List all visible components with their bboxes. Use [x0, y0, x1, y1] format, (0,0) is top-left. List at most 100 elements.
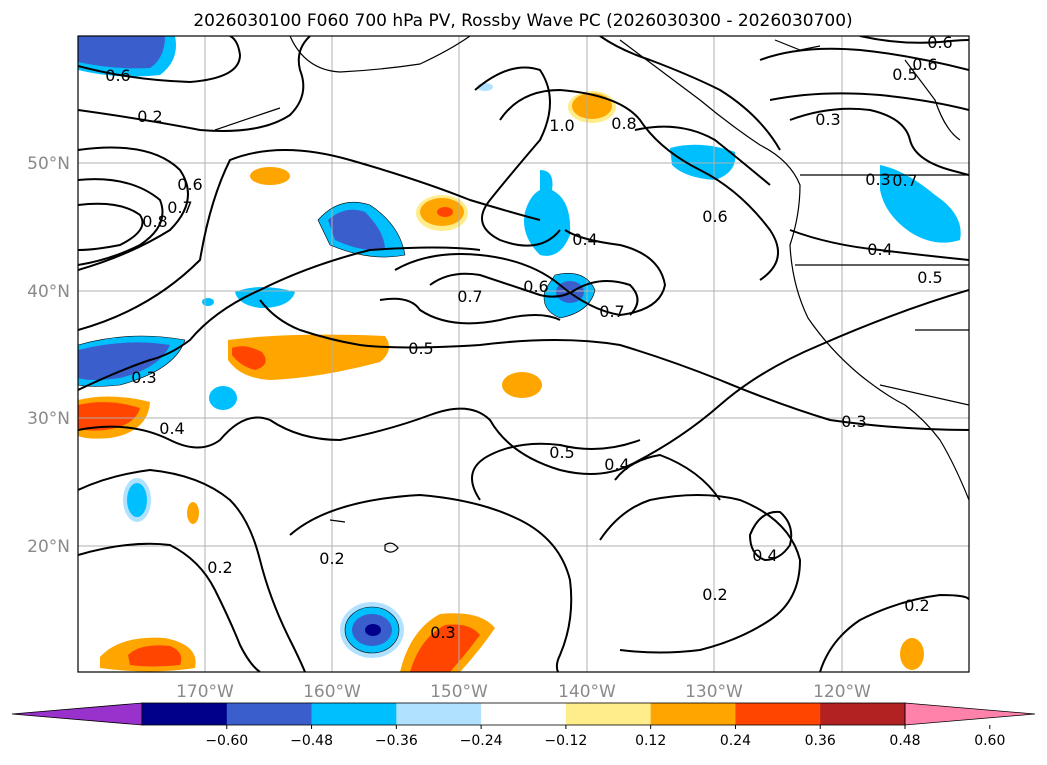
pv-contours — [78, 36, 969, 672]
neg-anomaly — [209, 386, 237, 410]
contour-label: 0.4 — [867, 240, 892, 259]
contour-label: 0.5 — [549, 443, 574, 462]
colorbar: −0.60 −0.48 −0.36 −0.24 −0.12 0.12 0.24 … — [11, 702, 1036, 749]
lat-label: 30°N — [27, 409, 70, 429]
contour-label: 0.3 — [815, 110, 840, 129]
colorbar-tick-label: −0.24 — [460, 733, 503, 749]
contour-label: 0.3 — [131, 368, 156, 387]
neg-anomaly — [235, 287, 295, 308]
map-border — [77, 35, 970, 673]
pos-anomaly — [232, 346, 266, 370]
contour-label: 0.6 — [523, 277, 548, 296]
colorbar-segments — [11, 702, 1036, 729]
longitude-labels: 170°W 160°W 150°W 140°W 130°W 120°W — [176, 682, 871, 702]
colorbar-tick-label: −0.36 — [375, 733, 418, 749]
contour-label: 0.7 — [167, 198, 192, 217]
lon-label: 130°W — [685, 682, 743, 702]
contour-label: 0.8 — [611, 114, 636, 133]
contour-label: 0.6 — [927, 33, 952, 52]
colorbar-segment — [396, 703, 482, 725]
pos-anomaly — [228, 334, 389, 380]
neg-anomaly — [365, 624, 381, 636]
colorbar-extend-max — [904, 702, 1036, 726]
pos-anomaly — [128, 645, 182, 667]
pos-anomaly — [250, 167, 290, 185]
colorbar-segment — [650, 703, 736, 725]
colorbar-segment — [142, 703, 228, 725]
contour-label: 0.4 — [604, 455, 629, 474]
contour-label: 0.2 — [207, 558, 232, 577]
colorbar-tick-label: 0.24 — [720, 733, 751, 749]
colorbar-extend-min — [11, 702, 143, 726]
contour-label: 0.5 — [408, 339, 433, 358]
colorbar-segment — [311, 703, 397, 725]
pos-anomaly — [410, 624, 480, 672]
lon-label: 150°W — [430, 682, 488, 702]
colorbar-ticks: −0.60 −0.48 −0.36 −0.24 −0.12 0.12 0.24 … — [205, 733, 1005, 749]
pos-anomaly — [187, 502, 199, 524]
neg-anomaly — [328, 209, 385, 251]
pos-anomaly — [437, 207, 453, 217]
neg-anomaly — [670, 144, 736, 180]
lon-label: 170°W — [176, 682, 234, 702]
contour-labels: 0.6 0.6 0.8 0.7 1.0 0.8 0.3 0.5 0.6 0.2 … — [105, 33, 952, 642]
contour-label: 0.6 — [702, 207, 727, 226]
neg-anomaly — [880, 165, 961, 243]
lon-label: 160°W — [303, 682, 361, 702]
contour-label: 0.5 — [892, 65, 917, 84]
neg-anomaly — [524, 170, 571, 256]
colorbar-tick-label: 0.48 — [889, 733, 920, 749]
colorbar-tick-label: 0.60 — [974, 733, 1005, 749]
contour-label: 0.3 — [430, 623, 455, 642]
contour-label: 0.8 — [142, 212, 167, 231]
neg-anomaly — [202, 298, 214, 306]
contour-label: 0.4 — [572, 230, 597, 249]
colorbar-segment — [565, 703, 652, 725]
neg-anomaly — [127, 483, 147, 517]
colorbar-tick-label: −0.60 — [205, 733, 248, 749]
colorbar-tick-label: 0.12 — [635, 733, 666, 749]
contour-label: 0.4 — [159, 419, 184, 438]
pos-anomaly — [900, 638, 924, 670]
contour-label: 0.2 — [319, 549, 344, 568]
colorbar-tick-label: −0.48 — [290, 733, 333, 749]
colorbar-segment — [735, 703, 821, 725]
colorbar-tick-label: −0.12 — [544, 733, 587, 749]
contour-label: 0.6 — [105, 66, 130, 85]
contour-label: 1.0 — [549, 116, 574, 135]
colorbar-segment — [820, 703, 906, 725]
contour-label: 0.7 — [892, 171, 917, 190]
pos-anomaly — [572, 93, 612, 119]
colorbar-tick-label: 0.36 — [805, 733, 836, 749]
shaded-anomalies — [78, 36, 961, 672]
pos-anomaly — [502, 372, 542, 398]
contour-label: 0.3 — [841, 412, 866, 431]
contour-label: 0.3 — [865, 170, 890, 189]
colorbar-outline — [141, 702, 906, 726]
lat-label: 20°N — [27, 537, 70, 557]
contour-label: 0.7 — [457, 287, 482, 306]
lon-label: 120°W — [813, 682, 871, 702]
lat-label: 50°N — [27, 154, 70, 174]
contour-label: 0.2 — [702, 585, 727, 604]
contour-label: 0.2 — [137, 107, 162, 126]
neg-anomaly — [78, 36, 165, 69]
contour-label: 0.5 — [917, 268, 942, 287]
colorbar-segment — [226, 703, 313, 725]
anomaly-outlines — [78, 201, 596, 654]
contour-label: 0.2 — [904, 596, 929, 615]
gridlines — [78, 36, 969, 672]
colorbar-segment — [481, 703, 567, 725]
lon-label: 140°W — [558, 682, 616, 702]
contour-label: 0.7 — [599, 302, 624, 321]
latitude-labels: 50°N 40°N 30°N 20°N — [27, 154, 70, 557]
neg-anomaly — [78, 342, 170, 380]
map-panel: 0.6 0.6 0.8 0.7 1.0 0.8 0.3 0.5 0.6 0.2 … — [77, 33, 970, 673]
pos-anomaly — [78, 402, 140, 431]
contour-label: 0.6 — [912, 55, 937, 74]
lat-label: 40°N — [27, 282, 70, 302]
contour-label: 0.6 — [177, 175, 202, 194]
contour-label: 0.4 — [752, 546, 777, 565]
map-title: 2026030100 F060 700 hPa PV, Rossby Wave … — [193, 11, 852, 31]
